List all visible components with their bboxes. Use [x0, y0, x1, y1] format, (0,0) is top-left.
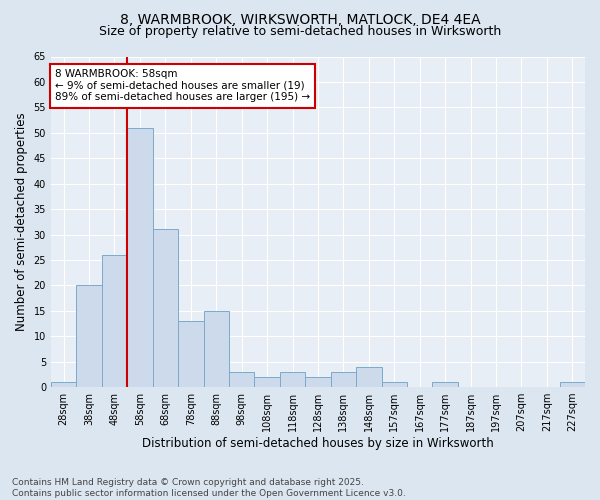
Bar [433, 382, 458, 387]
Bar [178, 321, 203, 387]
Bar [254, 377, 280, 387]
Bar [229, 372, 254, 387]
Text: 8, WARMBROOK, WIRKSWORTH, MATLOCK, DE4 4EA: 8, WARMBROOK, WIRKSWORTH, MATLOCK, DE4 4… [119, 12, 481, 26]
Bar [76, 286, 102, 387]
Bar [331, 372, 356, 387]
Bar [102, 255, 127, 387]
Bar [203, 311, 229, 387]
Text: 8 WARMBROOK: 58sqm
← 9% of semi-detached houses are smaller (19)
89% of semi-det: 8 WARMBROOK: 58sqm ← 9% of semi-detached… [55, 69, 310, 102]
Y-axis label: Number of semi-detached properties: Number of semi-detached properties [15, 112, 28, 331]
Bar [280, 372, 305, 387]
Text: Size of property relative to semi-detached houses in Wirksworth: Size of property relative to semi-detach… [99, 25, 501, 38]
Bar [152, 230, 178, 387]
Text: Contains HM Land Registry data © Crown copyright and database right 2025.
Contai: Contains HM Land Registry data © Crown c… [12, 478, 406, 498]
Bar [305, 377, 331, 387]
Bar [356, 366, 382, 387]
Bar [51, 382, 76, 387]
Bar [127, 128, 152, 387]
Bar [560, 382, 585, 387]
X-axis label: Distribution of semi-detached houses by size in Wirksworth: Distribution of semi-detached houses by … [142, 437, 494, 450]
Bar [382, 382, 407, 387]
